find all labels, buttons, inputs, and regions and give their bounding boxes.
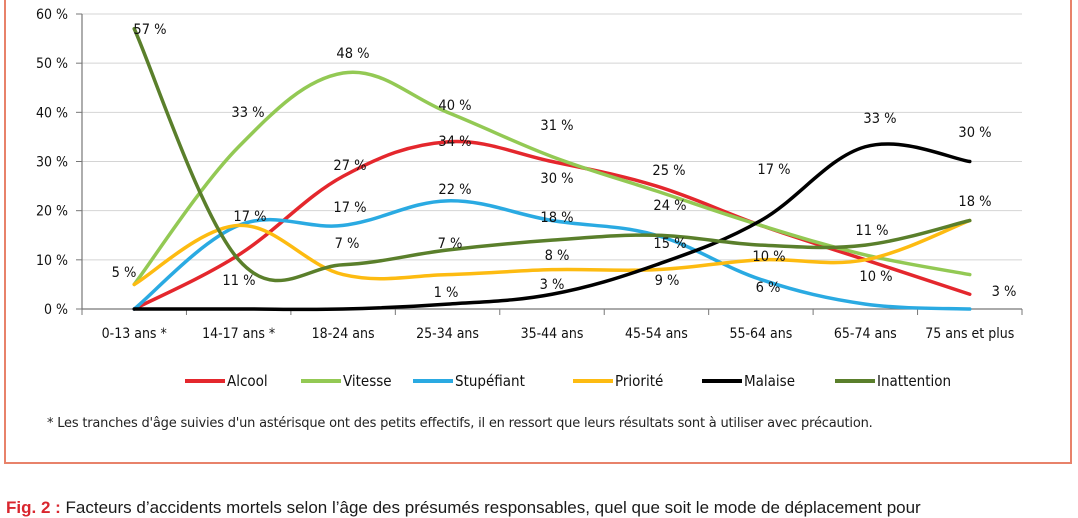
legend-label: Priorité (615, 372, 663, 390)
x-tick-label: 75 ans et plus (925, 326, 1014, 342)
legend-label: Inattention (877, 372, 951, 390)
legend-label: Malaise (744, 372, 795, 390)
y-tick-label: 50 % (36, 56, 68, 72)
legend-label: Vitesse (343, 372, 392, 390)
x-axis-ticks: 0-13 ans * 14-17 ans * 18-24 ans 25-34 ans 3… (102, 326, 1015, 342)
data-labels: 57 % 33 % 48 % 40 % 31 % 30 % 34 % 27 % 22 % 17 %… (112, 22, 1017, 301)
data-label: 11 % (222, 273, 255, 289)
legend-item: Inattention (835, 372, 951, 390)
data-label: 17 % (333, 200, 366, 216)
data-label: 24 % (653, 198, 686, 214)
x-tick-label: 65-74 ans (834, 326, 897, 342)
legend-item: Malaise (702, 372, 795, 390)
data-label: 3 % (540, 277, 565, 293)
data-label: 7 % (335, 236, 360, 252)
line-chart: 0 % 10 % 20 % 30 % 40 % 50 % 60 % 0-13 ans * 14… (36, 7, 1023, 390)
data-label: 6 % (756, 280, 781, 296)
series-line-malaise (132, 142, 972, 312)
data-label: 15 % (653, 236, 686, 252)
data-label: 27 % (333, 158, 366, 174)
y-tick-label: 30 % (36, 155, 68, 171)
data-label: 7 % (438, 236, 463, 252)
data-label: 30 % (958, 125, 991, 141)
figure-caption: Fig. 2 : Facteurs d’accidents mortels se… (6, 498, 921, 518)
x-tick-label: 45-54 ans (625, 326, 688, 342)
caption-text: Facteurs d’accidents mortels selon l’âge… (65, 498, 921, 517)
x-tick-label: 35-44 ans (521, 326, 584, 342)
y-tick-label: 0 % (44, 302, 68, 318)
x-tick-label: 14-17 ans * (202, 326, 275, 342)
caption-label: Fig. 2 : (6, 498, 61, 517)
legend-item: Priorité (573, 372, 663, 390)
legend-label: Alcool (227, 372, 268, 390)
series-line-inattention (132, 27, 972, 283)
y-tick-label: 60 % (36, 7, 68, 23)
data-label: 57 % (133, 22, 166, 38)
legend: Alcool Vitesse Stupéfiant Priorité Malaise In… (185, 372, 951, 390)
data-label: 17 % (757, 162, 790, 178)
data-label: 9 % (655, 273, 680, 289)
x-tick-label: 25-34 ans (416, 326, 479, 342)
legend-item: Vitesse (301, 372, 392, 390)
series-line-priorit (132, 218, 972, 287)
legend-item: Alcool (185, 372, 268, 390)
data-label: 22 % (438, 182, 471, 198)
data-label: 10 % (752, 249, 785, 265)
y-tick-label: 40 % (36, 105, 68, 121)
data-label: 48 % (336, 46, 369, 62)
footnote: * Les tranches d'âge suivies d'un astéri… (47, 416, 873, 431)
data-label: 34 % (438, 134, 471, 150)
data-label: 33 % (231, 105, 264, 121)
data-label: 17 % (233, 209, 266, 225)
legend-item: Stupéfiant (413, 372, 525, 390)
legend-label: Stupéfiant (455, 372, 525, 390)
y-tick-label: 20 % (36, 204, 68, 220)
data-label: 10 % (859, 269, 892, 285)
data-label: 8 % (545, 248, 570, 264)
data-label: 40 % (438, 98, 471, 114)
x-tick-label: 18-24 ans (312, 326, 375, 342)
series-line-stupfiant (132, 199, 972, 311)
data-label: 3 % (992, 284, 1017, 300)
y-tick-label: 10 % (36, 253, 68, 269)
x-tick-label: 0-13 ans * (102, 326, 167, 342)
data-label: 1 % (434, 285, 459, 301)
data-label: 31 % (540, 118, 573, 134)
y-axis-ticks: 0 % 10 % 20 % 30 % 40 % 50 % 60 % (36, 7, 68, 318)
data-label: 11 % (855, 223, 888, 239)
x-tick-label: 55-64 ans (729, 326, 792, 342)
data-label: 5 % (112, 265, 137, 281)
data-label: 33 % (863, 111, 896, 127)
data-label: 30 % (540, 171, 573, 187)
series-line-vitesse (132, 70, 972, 287)
data-label: 18 % (540, 210, 573, 226)
data-label: 18 % (958, 194, 991, 210)
figure-frame (4, 0, 1072, 464)
series-lines (132, 27, 972, 312)
data-label: 25 % (652, 163, 685, 179)
